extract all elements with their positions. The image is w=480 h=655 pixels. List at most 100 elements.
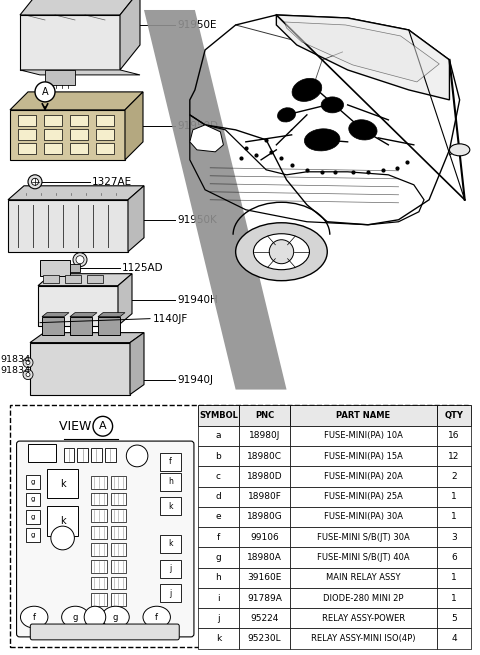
- Text: 95230L: 95230L: [248, 634, 281, 643]
- Text: a: a: [216, 432, 221, 440]
- Circle shape: [23, 369, 33, 380]
- Text: 6: 6: [451, 553, 457, 562]
- Text: 1140JF: 1140JF: [153, 314, 188, 324]
- Bar: [91, 510, 107, 522]
- Bar: [91, 576, 107, 590]
- Bar: [65, 274, 81, 283]
- Polygon shape: [20, 15, 120, 70]
- Polygon shape: [276, 15, 449, 100]
- Bar: [198, 548, 239, 568]
- Bar: [96, 115, 114, 126]
- Text: 3: 3: [451, 533, 457, 542]
- Bar: [437, 507, 471, 527]
- Bar: [91, 448, 102, 462]
- Circle shape: [51, 526, 74, 550]
- Bar: [437, 466, 471, 487]
- Bar: [290, 466, 437, 487]
- Bar: [437, 405, 471, 426]
- Bar: [26, 528, 40, 542]
- Text: g: g: [31, 496, 36, 502]
- Circle shape: [32, 178, 38, 185]
- Bar: [160, 560, 181, 578]
- Bar: [239, 426, 290, 446]
- Bar: [437, 426, 471, 446]
- Bar: [160, 453, 181, 471]
- Bar: [198, 588, 239, 608]
- Text: FUSE-MINI S/B(JT) 40A: FUSE-MINI S/B(JT) 40A: [317, 553, 410, 562]
- Bar: [437, 568, 471, 588]
- Text: g: g: [31, 479, 36, 485]
- Text: 1: 1: [451, 573, 457, 582]
- Bar: [198, 446, 239, 466]
- Bar: [44, 115, 62, 126]
- Ellipse shape: [277, 107, 296, 122]
- Text: b: b: [216, 452, 221, 460]
- Text: 39160E: 39160E: [247, 573, 282, 582]
- Bar: [110, 593, 126, 607]
- Text: g: g: [113, 612, 118, 622]
- Bar: [198, 487, 239, 507]
- Ellipse shape: [102, 607, 129, 628]
- Bar: [160, 473, 181, 491]
- Circle shape: [26, 373, 30, 377]
- Text: RELAY ASSY-POWER: RELAY ASSY-POWER: [322, 614, 405, 623]
- Circle shape: [126, 445, 148, 467]
- Ellipse shape: [253, 234, 310, 270]
- Text: 1125AD: 1125AD: [122, 263, 164, 272]
- Text: k: k: [216, 634, 221, 643]
- Text: PART NAME: PART NAME: [336, 411, 391, 420]
- Text: 4: 4: [451, 634, 457, 643]
- Ellipse shape: [321, 97, 344, 113]
- Bar: [290, 608, 437, 629]
- Polygon shape: [70, 312, 97, 316]
- Polygon shape: [285, 22, 439, 82]
- Bar: [239, 568, 290, 588]
- Bar: [110, 476, 126, 489]
- FancyBboxPatch shape: [16, 441, 194, 637]
- Ellipse shape: [73, 253, 87, 267]
- Bar: [290, 527, 437, 548]
- Bar: [63, 448, 74, 462]
- Bar: [110, 510, 126, 522]
- Bar: [44, 129, 62, 140]
- Bar: [198, 507, 239, 527]
- Circle shape: [35, 82, 55, 102]
- Text: g: g: [31, 514, 36, 520]
- Text: f: f: [155, 612, 158, 622]
- Circle shape: [23, 358, 33, 367]
- Bar: [437, 548, 471, 568]
- Bar: [198, 405, 239, 426]
- Bar: [198, 466, 239, 487]
- Bar: [198, 426, 239, 446]
- Bar: [437, 527, 471, 548]
- Text: RELAY ASSY-MINI ISO(4P): RELAY ASSY-MINI ISO(4P): [311, 634, 416, 643]
- Text: VIEW: VIEW: [59, 420, 95, 433]
- Ellipse shape: [143, 607, 170, 628]
- Bar: [91, 493, 107, 506]
- Bar: [26, 475, 40, 489]
- Bar: [290, 629, 437, 648]
- Bar: [91, 476, 107, 489]
- Circle shape: [84, 607, 106, 628]
- Polygon shape: [10, 92, 143, 110]
- Text: k: k: [60, 516, 65, 526]
- Text: 1327AE: 1327AE: [92, 177, 132, 187]
- Bar: [18, 115, 36, 126]
- Circle shape: [26, 361, 30, 365]
- Bar: [239, 629, 290, 648]
- Polygon shape: [20, 0, 140, 15]
- Bar: [98, 316, 120, 335]
- Text: 18980A: 18980A: [247, 553, 282, 562]
- Text: FUSE-MINI(PA) 15A: FUSE-MINI(PA) 15A: [324, 452, 403, 460]
- Text: 18980F: 18980F: [248, 492, 281, 501]
- Text: 18980G: 18980G: [247, 512, 282, 521]
- Polygon shape: [8, 186, 144, 200]
- Bar: [45, 70, 75, 85]
- Text: e: e: [216, 512, 221, 521]
- Ellipse shape: [61, 607, 89, 628]
- Bar: [28, 444, 56, 462]
- Bar: [91, 543, 107, 556]
- Text: f: f: [33, 612, 36, 622]
- Ellipse shape: [21, 607, 48, 628]
- Bar: [105, 448, 116, 462]
